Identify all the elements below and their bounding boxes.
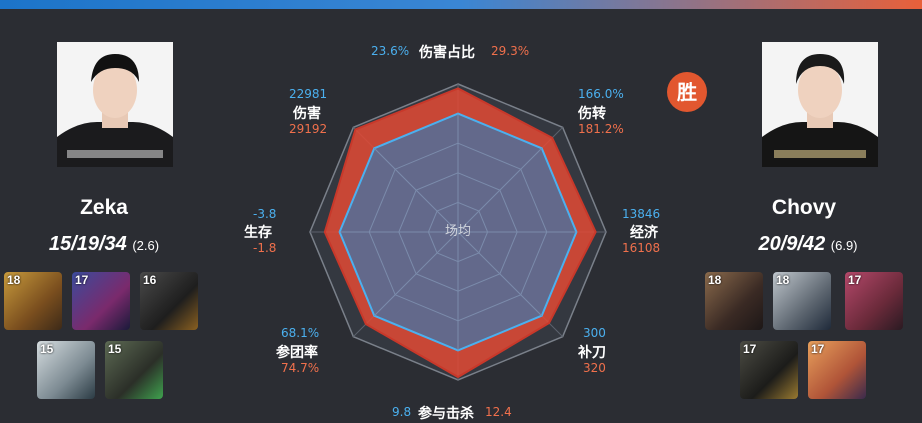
axis-3-red: 320 — [583, 361, 606, 375]
axis-0-blue: 23.6% — [371, 44, 410, 58]
right-champion-4[interactable]: 17 — [740, 341, 798, 399]
axis-4-blue: 9.8 — [392, 405, 412, 419]
win-badge: 胜 — [667, 72, 707, 112]
right-player-kda: 20/9/42 (6.9) — [718, 233, 898, 256]
radar-center-label: 场均 — [445, 224, 471, 239]
radar-spoke-1 — [457, 126, 564, 233]
axis-2-red: 16108 — [622, 241, 661, 255]
radar-spoke-5 — [352, 231, 459, 338]
right-kda-ratio: (6.9) — [830, 238, 858, 253]
axis-1-blue: 166.0% — [578, 87, 624, 101]
axis-7-name: 伤害 — [293, 106, 321, 122]
right-champion-4-level: 17 — [743, 342, 757, 356]
right-champion-1-level: 18 — [708, 273, 722, 287]
left-champion-5[interactable]: 15 — [105, 341, 163, 399]
radar-series-blue — [338, 112, 578, 352]
axis-6-name: 生存 — [244, 225, 272, 241]
radar-outer-ring — [309, 83, 607, 381]
right-champion-1[interactable]: 18 — [705, 272, 763, 330]
left-champion-4-level: 15 — [40, 342, 54, 356]
axis-6-red: -1.8 — [253, 241, 277, 255]
axis-5-name: 参团率 — [276, 345, 318, 361]
top-accent-bar — [0, 0, 922, 9]
axis-6-blue: -3.8 — [253, 207, 277, 221]
left-champion-1-level: 18 — [7, 273, 21, 287]
left-champion-1[interactable]: 18 — [4, 272, 62, 330]
radar-series-red — [323, 87, 597, 379]
right-champion-2[interactable]: 18 — [773, 272, 831, 330]
right-player-photo — [762, 42, 878, 167]
axis-1-red: 181.2% — [578, 122, 624, 136]
axis-4-red: 12.4 — [485, 405, 512, 419]
radar-grid-ring-2 — [368, 142, 548, 322]
axis-0-name: 伤害占比 — [419, 45, 475, 61]
radar-inner-spoke-5 — [373, 231, 459, 317]
left-player-name: Zeka — [80, 196, 128, 219]
axis-2-name: 经济 — [630, 225, 658, 241]
axis-3-name: 补刀 — [578, 345, 606, 361]
left-champion-2[interactable]: 17 — [72, 272, 130, 330]
axis-3-blue: 300 — [583, 326, 606, 340]
radar-inner-spoke-7 — [373, 147, 459, 233]
right-player-name: Chovy — [771, 196, 837, 219]
radar-inner-ring-3 — [427, 201, 489, 263]
left-kda-value: 15/19/34 — [48, 233, 127, 255]
axis-1-name: 伤转 — [578, 106, 606, 122]
radar-inner-ring-2 — [398, 172, 518, 292]
axis-7-blue: 22981 — [289, 87, 328, 101]
radar-inner-spoke-1 — [457, 147, 543, 233]
radar-grid-ring-4 — [427, 201, 489, 263]
radar-inner-spoke-3 — [457, 231, 543, 317]
left-champion-5-level: 15 — [108, 342, 122, 356]
right-kda-value: 20/9/42 — [758, 233, 826, 255]
left-champion-3-level: 16 — [143, 273, 157, 287]
right-champion-3[interactable]: 17 — [845, 272, 903, 330]
radar-spoke-7 — [352, 126, 459, 233]
axis-2-blue: 13846 — [622, 207, 661, 221]
left-kda-ratio: (2.6) — [132, 238, 160, 253]
axis-0-red: 29.3% — [491, 44, 530, 58]
left-champion-3[interactable]: 16 — [140, 272, 198, 330]
radar-grid-ring-3 — [398, 172, 518, 292]
right-champion-5-level: 17 — [811, 342, 825, 356]
left-player-kda: 15/19/34 (2.6) — [14, 233, 194, 256]
axis-5-blue: 68.1% — [281, 326, 320, 340]
left-player-photo — [57, 42, 173, 167]
radar-spoke-3 — [457, 231, 564, 338]
axis-5-red: 74.7% — [281, 361, 320, 375]
left-champion-2-level: 17 — [75, 273, 89, 287]
right-champion-3-level: 17 — [848, 273, 862, 287]
left-champion-4[interactable]: 15 — [37, 341, 95, 399]
radar-grid-ring-1 — [339, 113, 577, 351]
right-champion-2-level: 18 — [776, 273, 790, 287]
right-champion-5[interactable]: 17 — [808, 341, 866, 399]
axis-4-name: 参与击杀 — [418, 406, 474, 422]
axis-7-red: 29192 — [289, 122, 328, 136]
radar-inner-ring-1 — [368, 142, 548, 322]
